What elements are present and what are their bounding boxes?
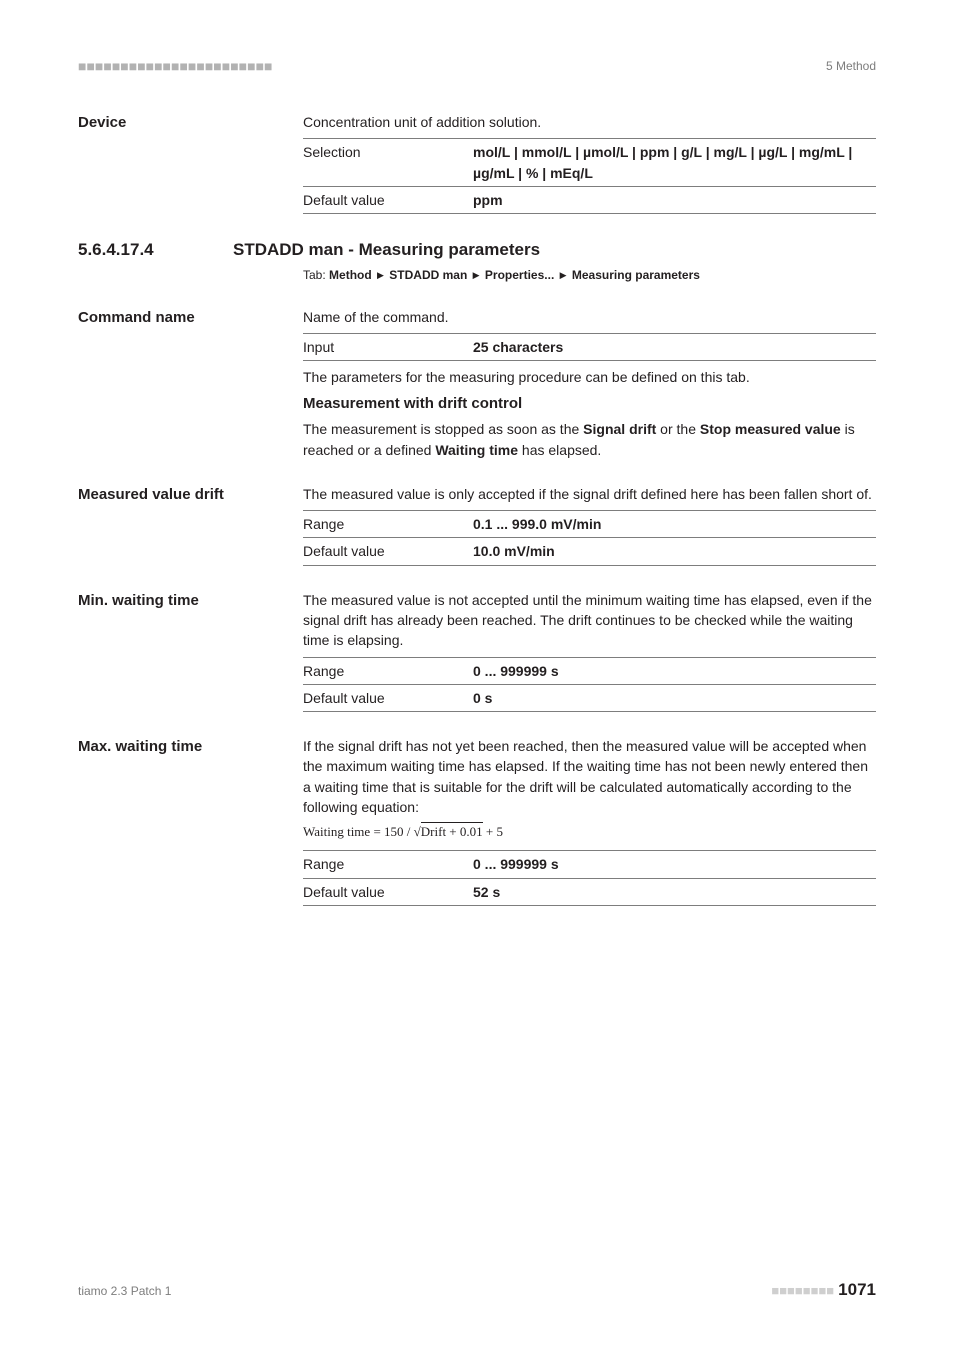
mvd-range-key: Range [303,514,473,534]
mvd-default-key: Default value [303,541,473,561]
drift-bold2: Stop measured value [700,421,841,437]
device-default-val: ppm [473,190,876,210]
max-waiting-range-val: 0 ... 999999 s [473,854,876,874]
command-name-input-key: Input [303,337,473,357]
min-waiting-label: Min. waiting time [78,590,303,712]
max-waiting-range-row: Range 0 ... 999999 s [303,850,876,877]
device-selection-val: mol/L | mmol/L | µmol/L | ppm | g/L | mg… [473,142,876,183]
max-waiting-block: Max. waiting time If the signal drift ha… [78,736,876,906]
max-waiting-default-val: 52 s [473,882,876,902]
mvd-range-val: 0.1 ... 999.0 mV/min [473,514,876,534]
tab-part-1: STDADD man [389,268,467,282]
equation-tail: + 5 [483,824,503,839]
tab-part-3: Measuring parameters [572,268,700,282]
footer-right: ■■■■■■■■ 1071 [771,1280,876,1300]
command-name-intro: Name of the command. [303,307,876,327]
device-default-row: Default value ppm [303,186,876,214]
command-name-input-val: 25 characters [473,337,876,357]
command-name-after: The parameters for the measuring procedu… [303,367,876,387]
min-waiting-block: Min. waiting time The measured value is … [78,590,876,712]
command-name-input-row: Input 25 characters [303,333,876,361]
tab-prefix: Tab: [303,268,326,282]
measured-value-drift-params: Range 0.1 ... 999.0 mV/min Default value… [303,510,876,566]
footer-product: tiamo 2.3 Patch 1 [78,1284,171,1298]
section-heading-row: 5.6.4.17.4 STDADD man - Measuring parame… [78,240,876,260]
mvd-range-row: Range 0.1 ... 999.0 mV/min [303,510,876,537]
drift-text-d: has elapsed. [518,442,601,458]
max-waiting-default-key: Default value [303,882,473,902]
section-title: STDADD man - Measuring parameters [233,240,540,260]
page: ■■■■■■■■■■■■■■■■■■■■■■■ 5 Method Device … [0,0,954,1350]
header-dashes: ■■■■■■■■■■■■■■■■■■■■■■■ [78,58,273,74]
max-waiting-params: Range 0 ... 999999 s Default value 52 s [303,850,876,906]
device-selection-row: Selection mol/L | mmol/L | µmol/L | ppm … [303,138,876,186]
tab-part-0: Method [329,268,372,282]
page-header: ■■■■■■■■■■■■■■■■■■■■■■■ 5 Method [78,58,876,74]
equation-lhs: Waiting time = 150 / [303,824,414,839]
drift-bold3: Waiting time [435,442,518,458]
mvd-default-val: 10.0 mV/min [473,541,876,561]
measured-value-drift-content: The measured value is only accepted if t… [303,484,876,566]
tab-path-spacer [78,264,303,302]
max-waiting-range-key: Range [303,854,473,874]
footer-dashes: ■■■■■■■■ [771,1283,834,1298]
command-name-block: Command name Name of the command. Input … [78,307,876,466]
triangle-icon: ▶ [471,270,482,280]
min-waiting-default-val: 0 s [473,688,876,708]
min-waiting-range-val: 0 ... 999999 s [473,661,876,681]
tab-path: Tab: Method ▶ STDADD man ▶ Properties...… [303,267,876,284]
drift-text-b: or the [656,421,700,437]
command-name-content: Name of the command. Input 25 characters… [303,307,876,466]
max-waiting-content: If the signal drift has not yet been rea… [303,736,876,906]
drift-control-heading: Measurement with drift control [303,393,876,415]
command-name-label: Command name [78,307,303,466]
section-number: 5.6.4.17.4 [78,240,233,260]
device-selection-key: Selection [303,142,473,183]
min-waiting-range-row: Range 0 ... 999999 s [303,657,876,684]
device-default-key: Default value [303,190,473,210]
page-footer: tiamo 2.3 Patch 1 ■■■■■■■■ 1071 [78,1280,876,1300]
min-waiting-params: Range 0 ... 999999 s Default value 0 s [303,657,876,713]
footer-page-number: 1071 [838,1280,876,1299]
drift-control-text: The measurement is stopped as soon as th… [303,419,876,460]
measured-value-drift-block: Measured value drift The measured value … [78,484,876,566]
device-intro: Concentration unit of addition solution. [303,112,876,132]
triangle-icon: ▶ [375,270,386,280]
device-block: Device Concentration unit of addition so… [78,112,876,214]
min-waiting-default-row: Default value 0 s [303,684,876,712]
equation-radicand: Drift + 0.01 [421,822,483,839]
min-waiting-range-key: Range [303,661,473,681]
device-params: Selection mol/L | mmol/L | µmol/L | ppm … [303,138,876,214]
tab-path-row: Tab: Method ▶ STDADD man ▶ Properties...… [78,264,876,302]
min-waiting-intro: The measured value is not accepted until… [303,590,876,651]
drift-text-a: The measurement is stopped as soon as th… [303,421,583,437]
command-name-params: Input 25 characters [303,333,876,361]
mvd-default-row: Default value 10.0 mV/min [303,537,876,565]
tab-part-2: Properties... [485,268,554,282]
min-waiting-default-key: Default value [303,688,473,708]
min-waiting-content: The measured value is not accepted until… [303,590,876,712]
measured-value-drift-intro: The measured value is only accepted if t… [303,484,876,504]
max-waiting-label: Max. waiting time [78,736,303,906]
waiting-time-equation: Waiting time = 150 / √Drift + 0.01 + 5 [303,823,876,842]
max-waiting-intro: If the signal drift has not yet been rea… [303,736,876,817]
header-chapter: 5 Method [826,59,876,73]
max-waiting-default-row: Default value 52 s [303,878,876,906]
measured-value-drift-label: Measured value drift [78,484,303,566]
drift-bold1: Signal drift [583,421,656,437]
device-content: Concentration unit of addition solution.… [303,112,876,214]
triangle-icon: ▶ [558,270,569,280]
device-label: Device [78,112,303,214]
